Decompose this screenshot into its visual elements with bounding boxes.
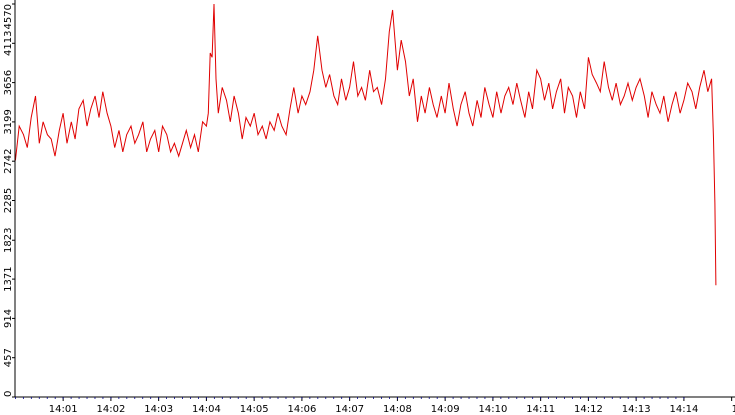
x-tick-label: 14:12 xyxy=(574,404,603,415)
x-tick-label: 14:03 xyxy=(144,404,173,415)
y-tick-label: 914 xyxy=(3,309,14,328)
x-tick-label: 14:05 xyxy=(240,404,269,415)
y-tick-label: 0 xyxy=(3,391,14,397)
x-tick-label: 14:02 xyxy=(96,404,125,415)
y-tick-label: 457 xyxy=(3,348,14,367)
x-tick-label: 14:14 xyxy=(669,404,698,415)
x-tick-label: 14:08 xyxy=(383,404,412,415)
y-tick-label: 2285 xyxy=(3,188,14,213)
series-layer xyxy=(14,3,717,286)
series-line-1 xyxy=(14,3,717,286)
x-tick-label: 14 xyxy=(732,404,735,415)
y-tick-label: 3656 xyxy=(3,70,14,95)
x-tick-label: 14:10 xyxy=(478,404,507,415)
y-tick-label: 4570 xyxy=(3,4,14,29)
x-tick-label: 14:01 xyxy=(49,404,78,415)
y-tick-label: 2742 xyxy=(3,148,14,173)
x-tick-label: 14:07 xyxy=(335,404,364,415)
x-tick-label: 14:04 xyxy=(192,404,221,415)
x-tick-label: 14:09 xyxy=(431,404,460,415)
x-tick-label: 14:11 xyxy=(526,404,555,415)
y-tick-label: 1823 xyxy=(3,228,14,253)
x-tick-label: 14:06 xyxy=(287,404,316,415)
y-tick-label: 1371 xyxy=(3,266,14,291)
axes-layer: 0 457 914 1371 1823 2285 2742 3199 3656 4113 4570 1… xyxy=(3,0,735,415)
x-tick-label: 14:13 xyxy=(622,404,651,415)
y-tick-label: 3199 xyxy=(3,109,14,134)
y-tick-label: 4113 xyxy=(3,31,14,56)
